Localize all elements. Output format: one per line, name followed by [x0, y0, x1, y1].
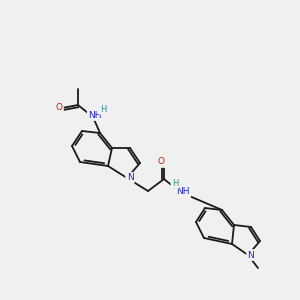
- Text: H: H: [172, 178, 178, 188]
- Text: H: H: [100, 104, 106, 113]
- Text: NH: NH: [176, 188, 190, 196]
- Text: O: O: [56, 103, 62, 112]
- Text: N: N: [127, 173, 134, 182]
- Text: O: O: [158, 158, 164, 166]
- Text: NH: NH: [88, 110, 102, 119]
- Text: N: N: [248, 250, 254, 260]
